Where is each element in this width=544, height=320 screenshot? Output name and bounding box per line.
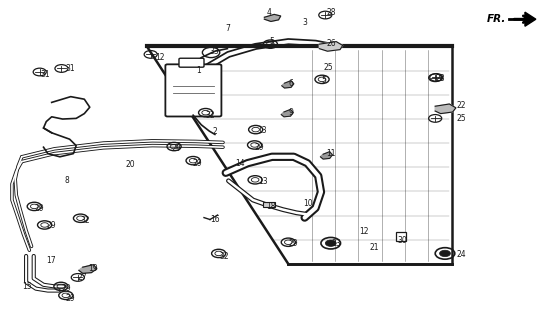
Text: 15: 15: [22, 282, 32, 291]
Text: 18: 18: [267, 202, 276, 211]
Text: 31: 31: [40, 70, 50, 79]
Text: 1: 1: [196, 66, 201, 75]
Text: 13: 13: [257, 126, 267, 135]
Text: 3: 3: [302, 18, 307, 27]
Text: 12: 12: [359, 228, 368, 236]
FancyBboxPatch shape: [179, 58, 204, 67]
Text: 21: 21: [370, 244, 379, 252]
Polygon shape: [319, 42, 343, 51]
Text: 27: 27: [78, 273, 88, 282]
Text: 29: 29: [46, 221, 56, 230]
Text: 32: 32: [81, 216, 90, 225]
Text: 32: 32: [206, 111, 215, 120]
Text: 22: 22: [457, 101, 466, 110]
Text: 9: 9: [288, 108, 293, 116]
FancyBboxPatch shape: [165, 64, 221, 116]
Text: 28: 28: [435, 74, 444, 83]
Text: 5: 5: [269, 37, 274, 46]
Text: 29: 29: [65, 294, 75, 303]
Bar: [396, 232, 406, 241]
Circle shape: [440, 250, 450, 257]
Text: 25: 25: [457, 114, 467, 123]
Text: 33: 33: [209, 47, 219, 56]
Text: 11: 11: [326, 149, 336, 158]
Text: 31: 31: [65, 64, 75, 73]
Text: 29: 29: [193, 159, 202, 168]
Text: 4: 4: [267, 8, 271, 17]
Text: 6: 6: [288, 79, 293, 88]
Bar: [263, 202, 275, 207]
Polygon shape: [264, 14, 281, 21]
Polygon shape: [525, 12, 536, 26]
Text: 8: 8: [64, 176, 69, 185]
Text: 29: 29: [61, 284, 71, 293]
Text: 7: 7: [226, 24, 231, 33]
Polygon shape: [79, 265, 97, 273]
Text: 24: 24: [457, 250, 467, 259]
Polygon shape: [320, 152, 332, 159]
Text: 13: 13: [258, 177, 268, 186]
Text: 5: 5: [321, 76, 326, 84]
Text: 26: 26: [326, 39, 336, 48]
Text: 32: 32: [220, 252, 230, 261]
Text: 23: 23: [332, 239, 342, 248]
Text: 29: 29: [255, 143, 264, 152]
Text: 14: 14: [235, 159, 245, 168]
Polygon shape: [435, 104, 456, 114]
Text: FR.: FR.: [486, 14, 506, 24]
Polygon shape: [281, 109, 293, 117]
Circle shape: [325, 240, 336, 246]
Text: 29: 29: [34, 204, 44, 212]
Text: 29: 29: [172, 144, 182, 153]
Text: 29: 29: [288, 239, 298, 248]
Text: 19: 19: [88, 264, 98, 273]
Text: 20: 20: [125, 160, 135, 169]
Text: 16: 16: [210, 215, 220, 224]
Text: 12: 12: [155, 53, 164, 62]
Text: 2: 2: [212, 127, 217, 136]
Text: 30: 30: [398, 236, 407, 245]
Text: 28: 28: [326, 8, 336, 17]
Text: 25: 25: [324, 63, 333, 72]
Polygon shape: [282, 81, 294, 88]
Text: 17: 17: [46, 256, 56, 265]
Text: 10: 10: [304, 199, 313, 208]
